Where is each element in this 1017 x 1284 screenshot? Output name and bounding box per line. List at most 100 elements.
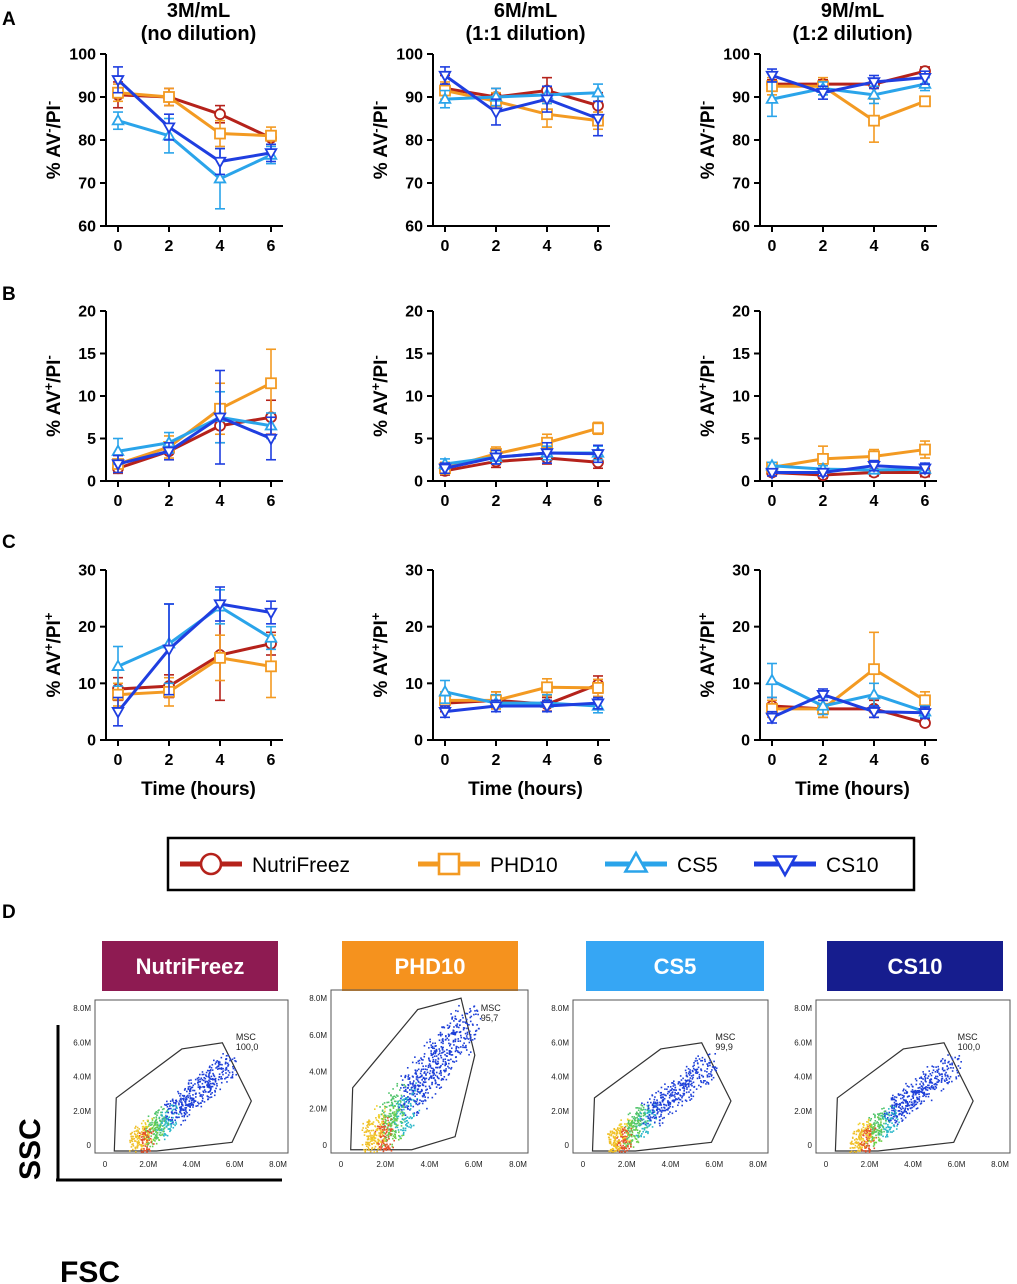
event-dot xyxy=(392,1096,394,1098)
event-dot xyxy=(608,1140,611,1143)
event-dot xyxy=(217,1078,220,1081)
event-dot xyxy=(413,1112,416,1114)
event-dot xyxy=(873,1141,876,1144)
event-dot xyxy=(908,1112,911,1115)
event-dot xyxy=(220,1078,222,1080)
event-dot xyxy=(444,1064,446,1067)
event-dot xyxy=(878,1114,880,1117)
event-dot xyxy=(429,1064,432,1067)
event-dot xyxy=(880,1124,882,1127)
event-dot xyxy=(616,1140,618,1143)
event-dot xyxy=(667,1107,669,1110)
event-dot xyxy=(151,1117,154,1120)
event-dot xyxy=(942,1062,944,1065)
event-dot xyxy=(386,1117,389,1119)
series-line xyxy=(117,119,272,181)
event-dot xyxy=(631,1119,634,1122)
event-dot xyxy=(458,1020,461,1022)
event-dot xyxy=(156,1123,159,1126)
event-dot xyxy=(631,1122,633,1125)
event-dot xyxy=(389,1123,392,1125)
event-dot xyxy=(619,1144,622,1147)
event-dot xyxy=(366,1141,369,1144)
event-dot xyxy=(912,1103,914,1105)
event-dot xyxy=(903,1095,905,1098)
event-dot xyxy=(391,1130,394,1132)
event-dot xyxy=(659,1094,662,1097)
event-dot xyxy=(896,1118,899,1121)
event-dot xyxy=(374,1134,376,1136)
event-dot xyxy=(654,1114,656,1116)
event-dot xyxy=(154,1140,156,1142)
event-dot xyxy=(878,1125,881,1128)
event-dot xyxy=(943,1079,946,1082)
event-dot xyxy=(404,1121,406,1123)
event-dot xyxy=(882,1135,884,1138)
y-tick-label: 5 xyxy=(414,431,423,448)
event-dot xyxy=(415,1072,417,1075)
event-dot xyxy=(409,1092,411,1095)
y-label-superscript: + xyxy=(368,643,383,651)
event-dot xyxy=(859,1134,861,1137)
event-dot xyxy=(367,1143,370,1146)
event-dot xyxy=(189,1088,192,1090)
data-point xyxy=(541,681,553,694)
event-dot xyxy=(894,1121,897,1124)
event-dot xyxy=(210,1075,213,1078)
event-dot xyxy=(368,1119,370,1122)
event-dot xyxy=(886,1129,889,1132)
event-dot xyxy=(190,1104,192,1106)
event-dot xyxy=(681,1087,684,1089)
event-dot xyxy=(382,1122,385,1124)
event-dot xyxy=(145,1149,147,1152)
event-dot xyxy=(612,1143,615,1145)
event-dot xyxy=(378,1139,381,1142)
event-dot xyxy=(379,1146,381,1149)
event-dot xyxy=(876,1121,879,1123)
series-group xyxy=(438,675,605,719)
event-dot xyxy=(428,1063,431,1065)
event-dot xyxy=(367,1130,369,1133)
event-dot xyxy=(608,1136,610,1139)
event-dot xyxy=(612,1148,615,1151)
event-dot xyxy=(137,1142,140,1145)
event-dot xyxy=(900,1113,902,1115)
y-tick-label: 10 xyxy=(732,389,750,406)
event-dot xyxy=(186,1111,188,1114)
event-dot xyxy=(922,1084,925,1086)
event-dot xyxy=(951,1062,953,1065)
event-dot xyxy=(911,1095,914,1098)
data-point xyxy=(214,127,226,140)
event-dot xyxy=(429,1038,431,1041)
event-dot xyxy=(669,1111,671,1113)
y-label-superscript: - xyxy=(41,355,56,359)
event-dot xyxy=(143,1149,145,1152)
event-dot xyxy=(688,1084,690,1086)
event-dot xyxy=(916,1098,919,1101)
event-dot xyxy=(394,1115,396,1118)
event-dot xyxy=(405,1098,407,1100)
event-dot xyxy=(454,1017,456,1020)
event-dot xyxy=(201,1073,204,1076)
event-dot xyxy=(179,1109,182,1112)
y-axis-label: % AV+/PI- xyxy=(695,355,720,437)
event-dot xyxy=(403,1108,405,1111)
event-dot xyxy=(871,1139,873,1141)
event-dot xyxy=(445,1063,448,1066)
x-tick-label: 0 xyxy=(441,752,450,769)
event-dot xyxy=(627,1126,630,1128)
event-dot xyxy=(409,1108,412,1110)
event-dot xyxy=(225,1068,228,1071)
event-dot xyxy=(938,1072,940,1075)
event-dot xyxy=(167,1123,170,1126)
event-dot xyxy=(425,1074,427,1076)
flow-header-box xyxy=(342,941,518,991)
event-dot xyxy=(155,1135,157,1138)
event-dot xyxy=(674,1096,676,1098)
event-dot xyxy=(919,1090,922,1093)
event-dot xyxy=(156,1135,158,1137)
event-dot xyxy=(684,1099,687,1102)
event-dot xyxy=(211,1078,214,1080)
event-dot xyxy=(469,1007,471,1010)
